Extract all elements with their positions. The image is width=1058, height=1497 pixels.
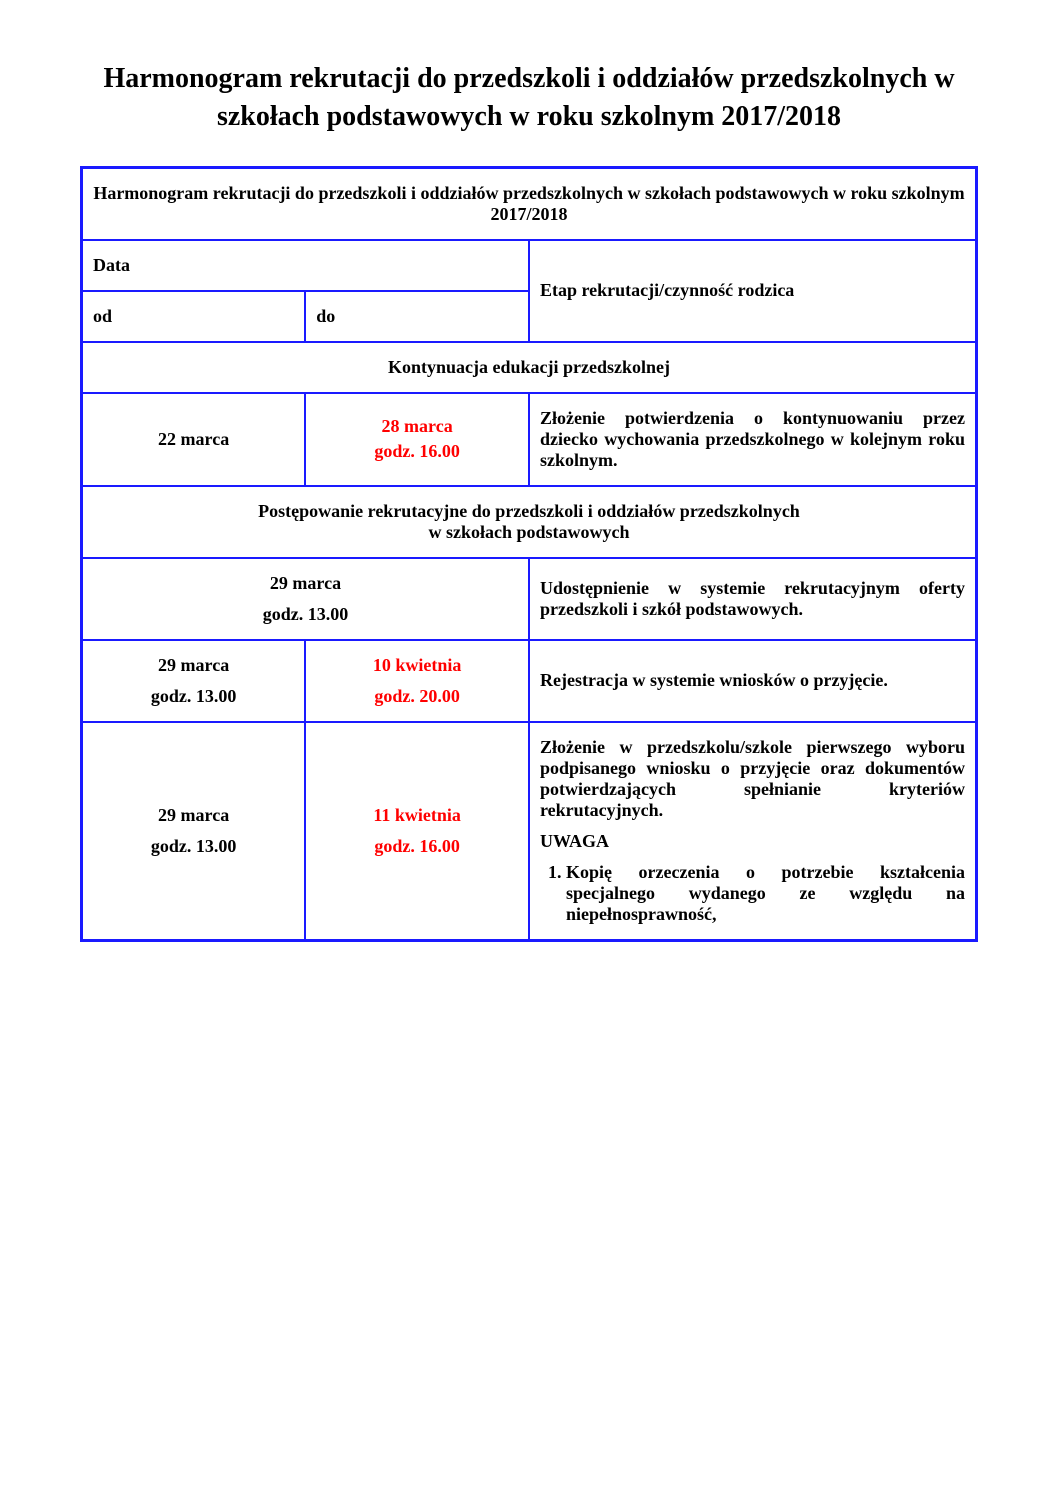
table-banner: Harmonogram rekrutacji do przedszkoli i … [82, 167, 977, 240]
s2r3-od-line2: godz. 13.00 [93, 836, 294, 857]
s1-desc: Złożenie potwierdzenia o kontynuowaniu p… [529, 393, 977, 486]
header-do: do [305, 291, 529, 342]
s2r3-list: Kopię orzeczenia o potrzebie kształcenia… [540, 862, 965, 925]
section-1-title: Kontynuacja edukacji przedszkolnej [82, 342, 977, 393]
s1-do-line1: 28 marca [382, 416, 453, 436]
table-banner-row: Harmonogram rekrutacji do przedszkoli i … [82, 167, 977, 240]
s1-do-line2: godz. 16.00 [316, 441, 518, 462]
schedule-table: Harmonogram rekrutacji do przedszkoli i … [80, 166, 978, 942]
s2r2-desc: Rejestracja w systemie wniosków o przyję… [529, 640, 977, 722]
section-2-row-1: 29 marca godz. 13.00 Udostępnienie w sys… [82, 558, 977, 640]
s2r3-do: 11 kwietnia godz. 16.00 [305, 722, 529, 941]
s2r3-do-line1: 11 kwietnia [373, 805, 461, 825]
s2r3-desc-p1: Złożenie w przedszkolu/szkole pierwszego… [540, 737, 965, 821]
s2r3-uwaga: UWAGA [540, 831, 965, 852]
s2r1-desc: Udostępnienie w systemie rekrutacyjnym o… [529, 558, 977, 640]
section-1-head-row: Kontynuacja edukacji przedszkolnej [82, 342, 977, 393]
s2r2-do: 10 kwietnia godz. 20.00 [305, 640, 529, 722]
s2r2-do-line1: 10 kwietnia [373, 655, 462, 675]
s2r2-od-line1: 29 marca [158, 655, 229, 675]
section-2-title-line1: Postępowanie rekrutacyjne do przedszkoli… [258, 501, 800, 521]
header-row-1: Data Etap rekrutacji/czynność rodzica [82, 240, 977, 291]
s2r1-line2: godz. 13.00 [93, 604, 518, 625]
section-2-title-line2: w szkołach podstawowych [428, 522, 629, 542]
s2r3-od-line1: 29 marca [158, 805, 229, 825]
s2r3-li1: Kopię orzeczenia o potrzebie kształcenia… [566, 862, 965, 925]
s2r3-desc: Złożenie w przedszkolu/szkole pierwszego… [529, 722, 977, 941]
header-od: od [82, 291, 306, 342]
header-etap: Etap rekrutacji/czynność rodzica [529, 240, 977, 342]
section-2-row-2: 29 marca godz. 13.00 10 kwietnia godz. 2… [82, 640, 977, 722]
section-1-row: 22 marca 28 marca godz. 16.00 Złożenie p… [82, 393, 977, 486]
s2r1-line1: 29 marca [270, 573, 341, 593]
s2r3-do-line2: godz. 16.00 [316, 836, 518, 857]
page-title: Harmonogram rekrutacji do przedszkoli i … [80, 60, 978, 136]
section-2-head-row: Postępowanie rekrutacyjne do przedszkoli… [82, 486, 977, 558]
s1-do: 28 marca godz. 16.00 [305, 393, 529, 486]
s2r2-do-line2: godz. 20.00 [316, 686, 518, 707]
section-2-row-3: 29 marca godz. 13.00 11 kwietnia godz. 1… [82, 722, 977, 941]
s1-od: 22 marca [82, 393, 306, 486]
s2r2-od-line2: godz. 13.00 [93, 686, 294, 707]
s2r3-od: 29 marca godz. 13.00 [82, 722, 306, 941]
s2r2-od: 29 marca godz. 13.00 [82, 640, 306, 722]
header-data: Data [82, 240, 530, 291]
section-2-title: Postępowanie rekrutacyjne do przedszkoli… [82, 486, 977, 558]
s2r1-merged: 29 marca godz. 13.00 [82, 558, 530, 640]
